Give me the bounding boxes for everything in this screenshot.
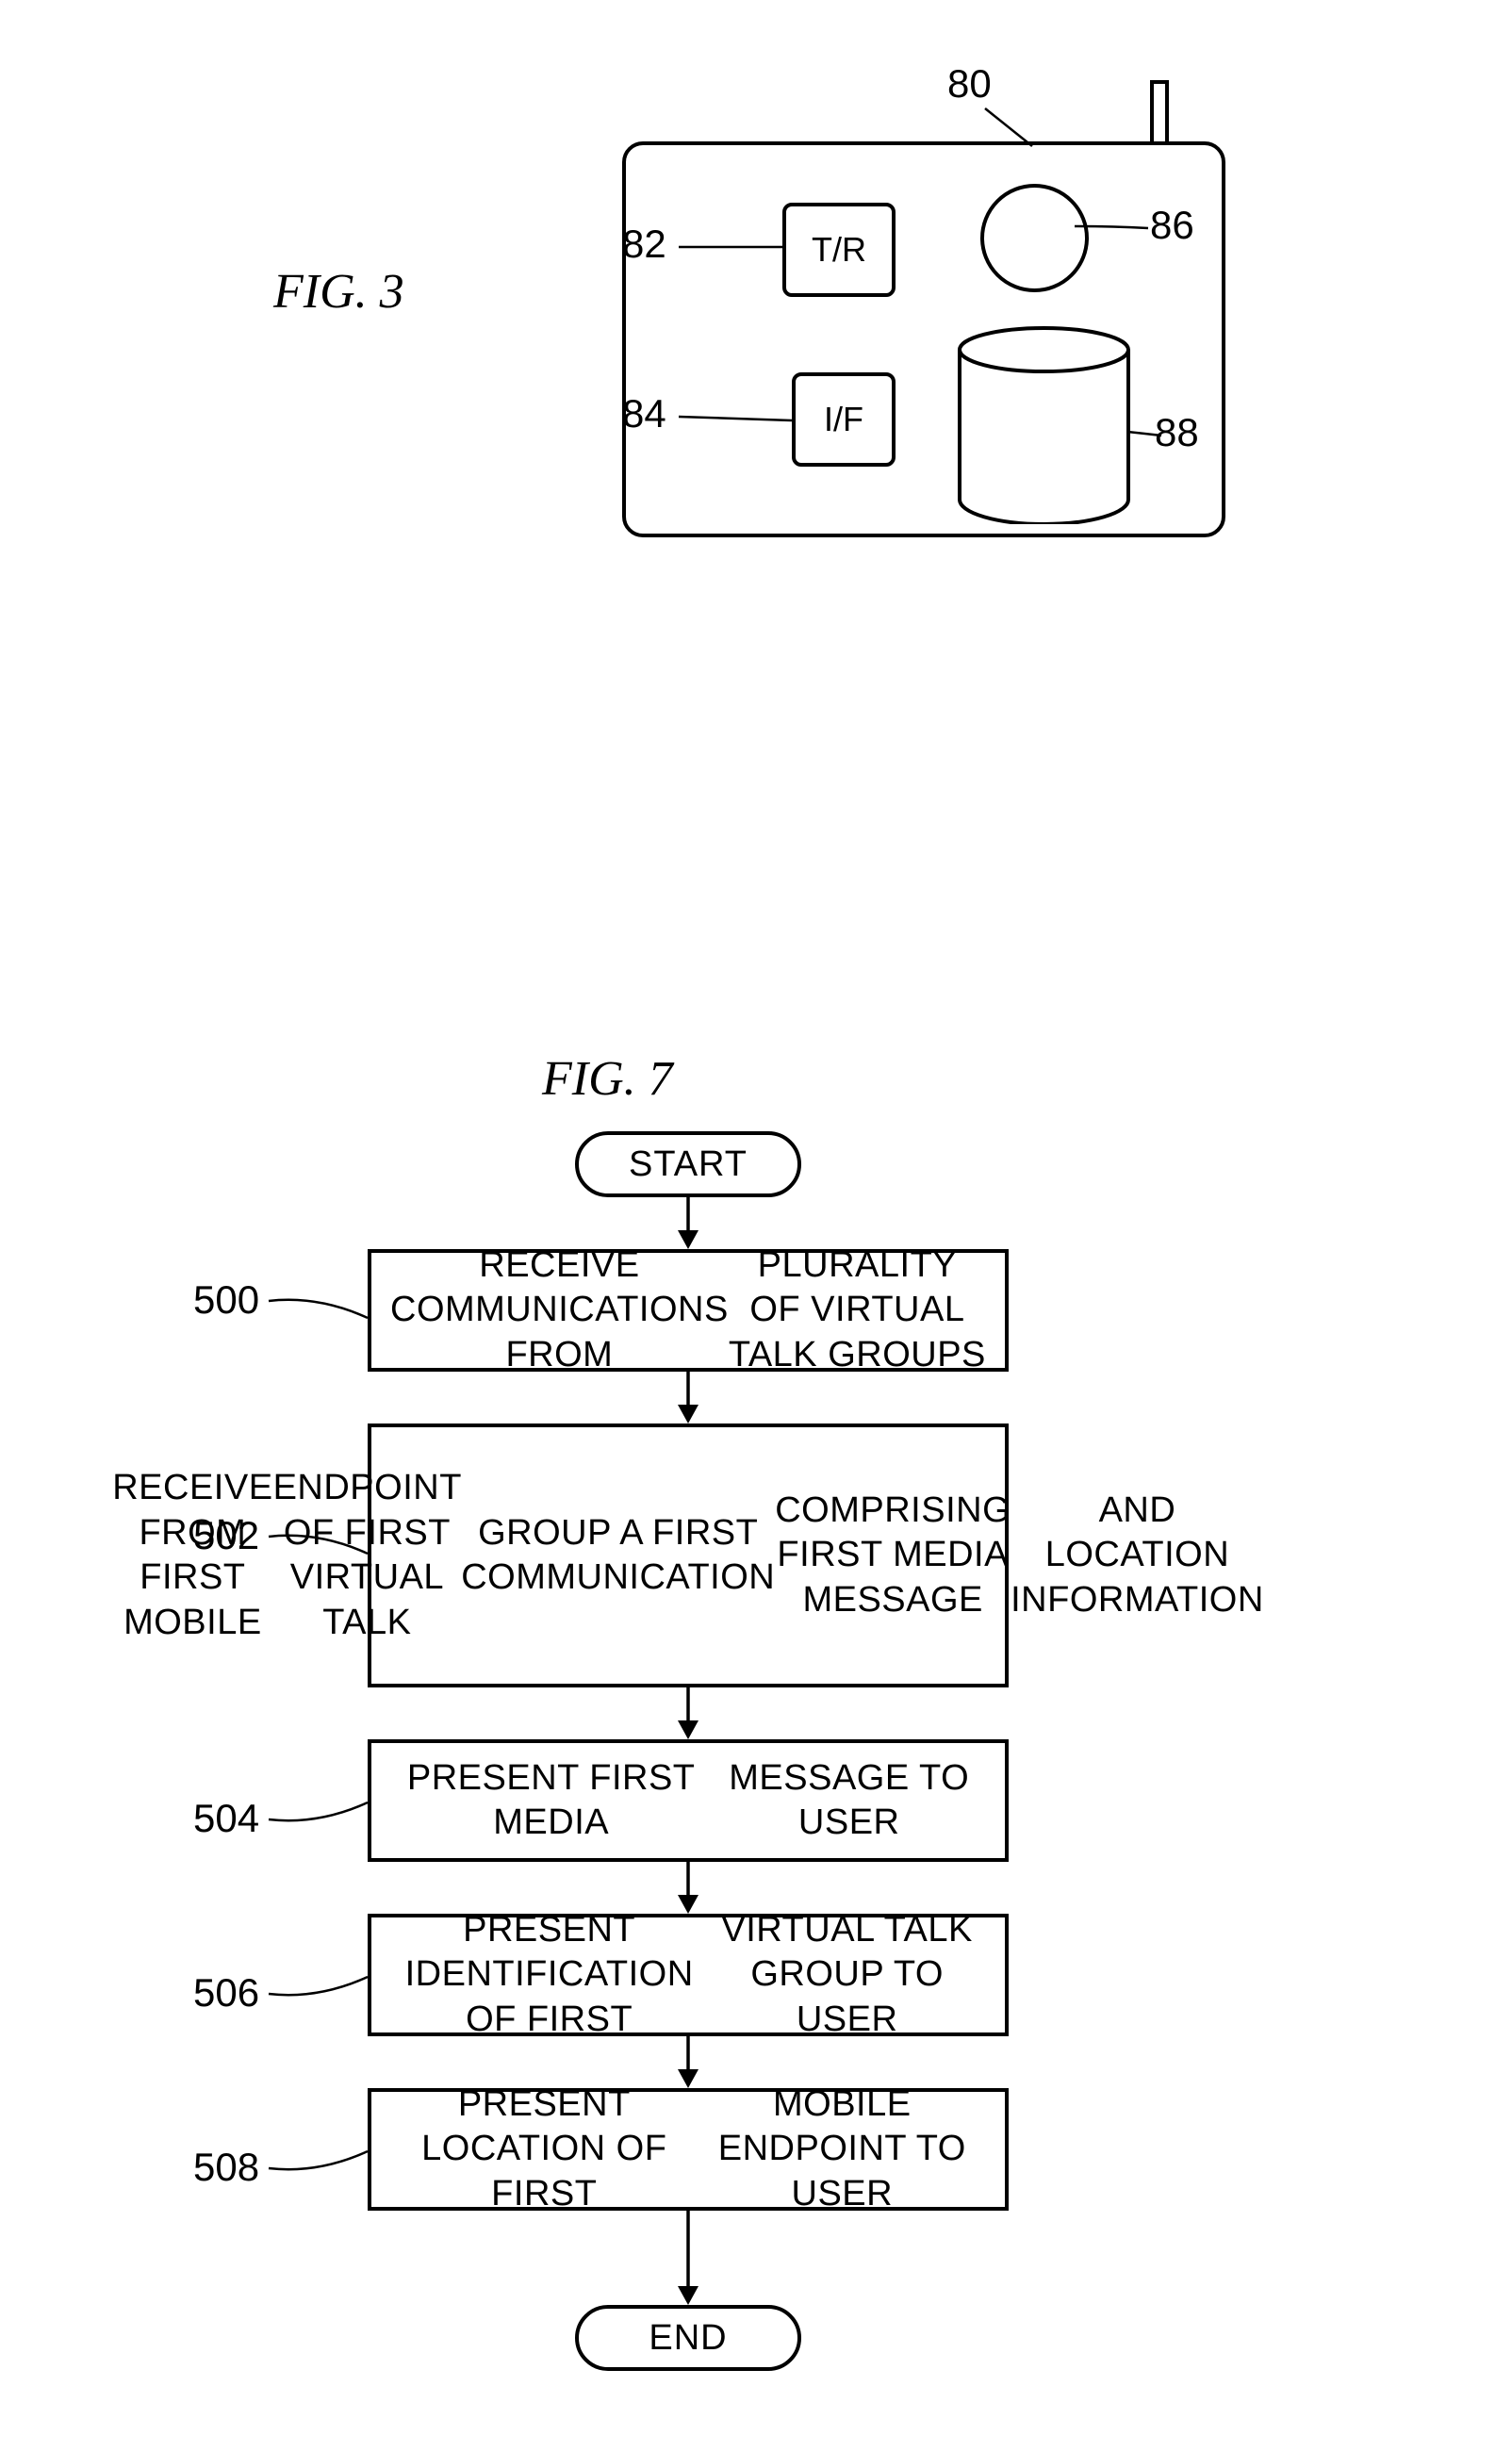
fig3-if-block: I/F bbox=[792, 372, 896, 467]
fig7-ref-508: 508 bbox=[193, 2145, 259, 2190]
fig7-ref-504: 504 bbox=[193, 1796, 259, 1841]
fig3-ref-86: 86 bbox=[1150, 203, 1194, 248]
fig7-start: START bbox=[575, 1131, 801, 1197]
fig7-arrow bbox=[669, 2036, 707, 2088]
fig7-step-500: RECEIVE COMMUNICATIONS FROMPLURALITY OF … bbox=[368, 1249, 1009, 1372]
fig3-tr-label: T/R bbox=[812, 230, 866, 270]
fig7-ref-506: 506 bbox=[193, 1970, 259, 2016]
fig3-device-box bbox=[622, 141, 1225, 537]
fig3-storage-cylinder bbox=[957, 325, 1131, 524]
fig3-if-label: I/F bbox=[824, 400, 863, 439]
fig7-arrow bbox=[669, 1862, 707, 1914]
fig7-step-508: PRESENT LOCATION OF FIRSTMOBILE ENDPOINT… bbox=[368, 2088, 1009, 2211]
fig7-arrow bbox=[669, 1687, 707, 1739]
fig3-tr-block: T/R bbox=[782, 203, 896, 297]
fig7-arrow bbox=[669, 2211, 707, 2305]
fig7-ref-500: 500 bbox=[193, 1277, 259, 1323]
fig3-ref-84: 84 bbox=[622, 391, 666, 436]
fig7-ref-502: 502 bbox=[193, 1513, 259, 1558]
fig3-label: FIG. 3 bbox=[273, 264, 404, 320]
fig7-arrow bbox=[669, 1197, 707, 1249]
fig3-antenna bbox=[1150, 80, 1169, 141]
fig3-ref-80: 80 bbox=[947, 61, 992, 107]
fig7-end-label: END bbox=[649, 2318, 727, 2359]
fig3-ref-88: 88 bbox=[1155, 410, 1199, 455]
fig7-step-504: PRESENT FIRST MEDIAMESSAGE TO USER bbox=[368, 1739, 1009, 1862]
fig7-start-label: START bbox=[629, 1144, 748, 1185]
fig3-ref-82: 82 bbox=[622, 222, 666, 267]
fig7-step-506: PRESENT IDENTIFICATION OF FIRSTVIRTUAL T… bbox=[368, 1914, 1009, 2036]
fig7-step-502: RECEIVE FROM FIRST MOBILEENDPOINT OF FIR… bbox=[368, 1423, 1009, 1687]
fig7-arrow bbox=[669, 1372, 707, 1423]
fig3-proc-circle bbox=[980, 184, 1089, 292]
fig7-end: END bbox=[575, 2305, 801, 2371]
fig7-label: FIG. 7 bbox=[542, 1051, 673, 1107]
